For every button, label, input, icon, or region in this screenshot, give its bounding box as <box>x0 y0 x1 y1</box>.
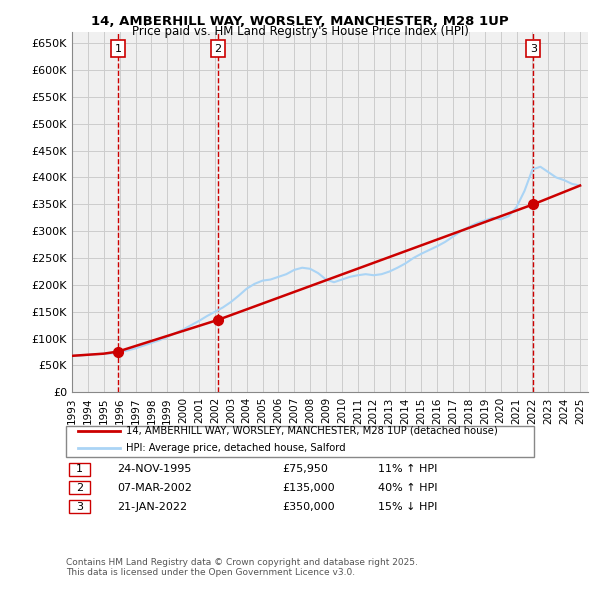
Text: £135,000: £135,000 <box>282 483 335 493</box>
Text: 3: 3 <box>530 44 537 54</box>
Text: 21-JAN-2022: 21-JAN-2022 <box>117 502 187 512</box>
Text: 24-NOV-1995: 24-NOV-1995 <box>117 464 191 474</box>
Text: 1: 1 <box>76 464 83 474</box>
Text: HPI: Average price, detached house, Salford: HPI: Average price, detached house, Salf… <box>126 444 346 453</box>
Text: £350,000: £350,000 <box>282 502 335 512</box>
Text: 2: 2 <box>215 44 221 54</box>
Text: £75,950: £75,950 <box>282 464 328 474</box>
Text: Price paid vs. HM Land Registry's House Price Index (HPI): Price paid vs. HM Land Registry's House … <box>131 25 469 38</box>
Text: 11% ↑ HPI: 11% ↑ HPI <box>378 464 437 474</box>
Text: 14, AMBERHILL WAY, WORSLEY, MANCHESTER, M28 1UP (detached house): 14, AMBERHILL WAY, WORSLEY, MANCHESTER, … <box>126 426 498 435</box>
Text: 40% ↑ HPI: 40% ↑ HPI <box>378 483 437 493</box>
Text: 1: 1 <box>115 44 122 54</box>
Text: HPI: Average price, detached house, Salford: HPI: Average price, detached house, Salf… <box>126 444 346 453</box>
Text: 14, AMBERHILL WAY, WORSLEY, MANCHESTER, M28 1UP (detached house): 14, AMBERHILL WAY, WORSLEY, MANCHESTER, … <box>126 426 498 435</box>
Text: 2: 2 <box>76 483 83 493</box>
Text: 15% ↓ HPI: 15% ↓ HPI <box>378 502 437 512</box>
Text: Contains HM Land Registry data © Crown copyright and database right 2025.
This d: Contains HM Land Registry data © Crown c… <box>66 558 418 577</box>
Text: 14, AMBERHILL WAY, WORSLEY, MANCHESTER, M28 1UP: 14, AMBERHILL WAY, WORSLEY, MANCHESTER, … <box>91 15 509 28</box>
Text: 07-MAR-2002: 07-MAR-2002 <box>117 483 192 493</box>
Text: 3: 3 <box>76 502 83 512</box>
